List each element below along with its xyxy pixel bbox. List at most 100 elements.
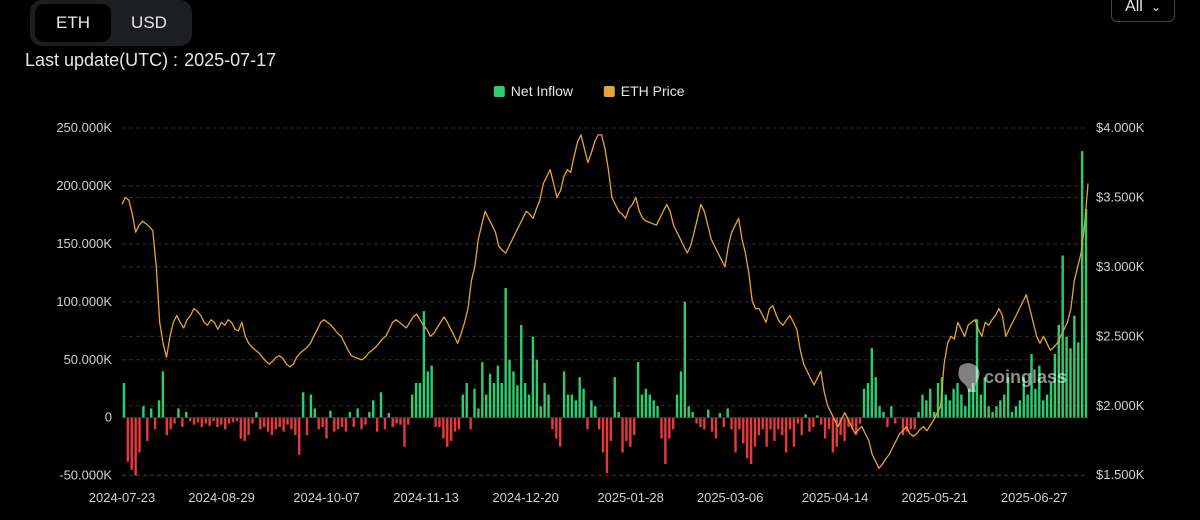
inflow-bar <box>617 411 620 418</box>
inflow-bar <box>925 400 928 418</box>
outflow-bar <box>586 417 589 430</box>
outflow-bar <box>165 417 169 436</box>
x-tick-label: 2024-11-13 <box>393 490 459 505</box>
outflow-bar <box>839 417 842 436</box>
inflow-bar <box>150 408 153 418</box>
inflow-bar <box>185 411 188 418</box>
outflow-bar <box>407 417 410 425</box>
outflow-bar <box>761 417 764 430</box>
x-tick-label: 2024-10-07 <box>293 490 360 505</box>
inflow-bar <box>917 411 920 418</box>
toggle-eth-button[interactable]: ETH <box>35 4 111 42</box>
inflow-bar <box>461 394 465 418</box>
outflow-bar <box>298 417 301 455</box>
inflow-bar <box>422 311 426 418</box>
inflow-bar <box>1041 400 1045 418</box>
eth-price-polyline <box>121 134 1089 469</box>
inflow-bar <box>964 406 967 418</box>
outflow-bar <box>134 417 137 476</box>
outflow-bar <box>352 417 355 428</box>
inflow-bar <box>1069 348 1072 418</box>
currency-toggle: ETH USD <box>30 0 192 46</box>
inflow-bar <box>687 406 690 418</box>
outflow-bar <box>858 417 862 424</box>
y-left-tick-label: 50.000K <box>64 352 113 367</box>
inflow-bar <box>1061 255 1064 418</box>
outflow-bar <box>621 417 624 453</box>
outflow-bar <box>796 417 800 424</box>
inflow-bar <box>309 394 313 418</box>
outflow-bar <box>196 417 200 423</box>
inflow-bar <box>816 415 819 418</box>
inflow-bar <box>971 382 975 418</box>
inflow-bar <box>675 394 679 418</box>
outflow-bar <box>438 417 441 428</box>
outflow-bar <box>399 417 402 425</box>
range-select-value: All <box>1125 0 1143 15</box>
outflow-bar <box>597 417 601 430</box>
inflow-bar <box>1003 394 1006 418</box>
last-update: Last update(UTC) : 2025-07-17 <box>25 50 276 71</box>
outflow-bar <box>827 417 831 430</box>
outflow-bar <box>224 417 227 430</box>
inflow-bar <box>157 400 161 418</box>
outflow-bar <box>605 417 609 474</box>
outflow-bar <box>130 417 133 470</box>
y-left-tick-label: 200.000K <box>56 178 112 193</box>
inflow-bar <box>520 325 523 418</box>
inflow-bar <box>543 382 546 418</box>
y-right-tick-label: $3.000K <box>1096 259 1145 274</box>
legend: Net Inflow ETH Price <box>493 83 685 99</box>
inflow-bar <box>929 388 932 418</box>
outflow-bar <box>893 417 897 424</box>
grid-lines <box>122 127 1088 477</box>
inflow-bar <box>500 382 503 418</box>
range-select[interactable]: All ⌄ <box>1111 0 1175 22</box>
inflow-bar <box>368 411 371 418</box>
outflow-bar <box>375 417 379 432</box>
inflow-bar <box>426 371 429 418</box>
inflow-bar <box>418 382 422 418</box>
outflow-bar <box>146 417 149 441</box>
outflow-bar <box>823 417 827 439</box>
outflow-bar <box>469 417 472 430</box>
inflow-bar <box>570 394 574 418</box>
inflow-bar <box>372 400 375 418</box>
inflow-bar <box>983 377 986 418</box>
outflow-bar <box>555 417 558 439</box>
inflow-bar <box>882 411 885 418</box>
y-left-tick-label: 100.000K <box>56 294 112 309</box>
outflow-bar <box>781 417 784 436</box>
outflow-bar <box>286 417 289 425</box>
outflow-bar <box>360 417 363 430</box>
inflow-bar <box>948 400 951 418</box>
outflow-bar <box>609 417 613 441</box>
outflow-bar <box>757 417 761 436</box>
outflow-bar <box>745 417 749 459</box>
outflow-bar <box>800 417 803 436</box>
outflow-bar <box>333 417 336 432</box>
outflow-bar <box>274 417 278 430</box>
outflow-bar <box>633 417 636 436</box>
outflow-bar <box>551 417 554 430</box>
outflow-bar <box>738 417 741 430</box>
inflow-bar <box>578 377 581 418</box>
outflow-bar <box>831 417 835 453</box>
inflow-bar <box>313 408 317 418</box>
outflow-bar <box>558 417 562 447</box>
last-update-value: 2025-07-17 <box>184 50 277 70</box>
inflow-bar <box>508 359 511 418</box>
x-tick-label: 2025-04-14 <box>802 490 869 505</box>
outflow-bar <box>847 417 850 428</box>
toggle-usd-button[interactable]: USD <box>131 13 167 32</box>
outflow-bar <box>453 417 457 432</box>
inflow-bar <box>952 388 955 418</box>
outflow-bar <box>290 417 293 430</box>
outflow-bar <box>668 417 671 439</box>
outflow-bar <box>266 417 270 432</box>
inflow-bar <box>481 362 484 418</box>
inflow-bar <box>488 373 492 418</box>
inflow-bar <box>652 400 655 418</box>
outflow-bar <box>181 417 184 428</box>
